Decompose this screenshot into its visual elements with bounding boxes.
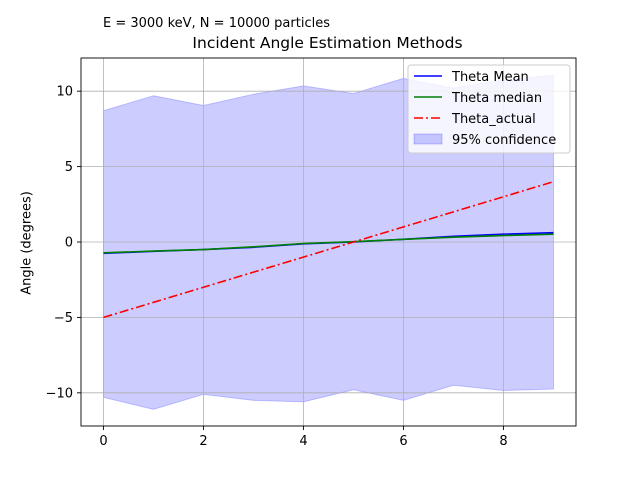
- chart-title: Incident Angle Estimation Methods: [192, 34, 463, 52]
- x-tick-label: 4: [299, 434, 307, 449]
- y-tick-label: −5: [54, 311, 73, 326]
- legend-label-2: Theta_actual: [451, 112, 536, 127]
- legend-box: [407, 64, 571, 154]
- y-tick-label: −10: [46, 386, 73, 401]
- legend-band-swatch: [413, 133, 443, 145]
- x-tick-label: 6: [399, 434, 407, 449]
- y-tick-label: 5: [65, 160, 73, 175]
- legend-label-0: Theta Mean: [451, 70, 529, 85]
- legend-label-band: 95% confidence: [452, 133, 556, 148]
- y-tick-label: 0: [65, 236, 73, 251]
- figure-suptitle: E = 3000 keV, N = 10000 particles: [103, 16, 330, 31]
- x-tick-label: 8: [499, 434, 507, 449]
- y-tick-label: 10: [56, 85, 73, 100]
- x-tick-label: 2: [199, 434, 207, 449]
- series-line-1: [103, 233, 554, 254]
- x-tick-label: 0: [99, 434, 107, 449]
- series-line-2: [103, 180, 554, 319]
- legend-label-1: Theta median: [451, 91, 542, 106]
